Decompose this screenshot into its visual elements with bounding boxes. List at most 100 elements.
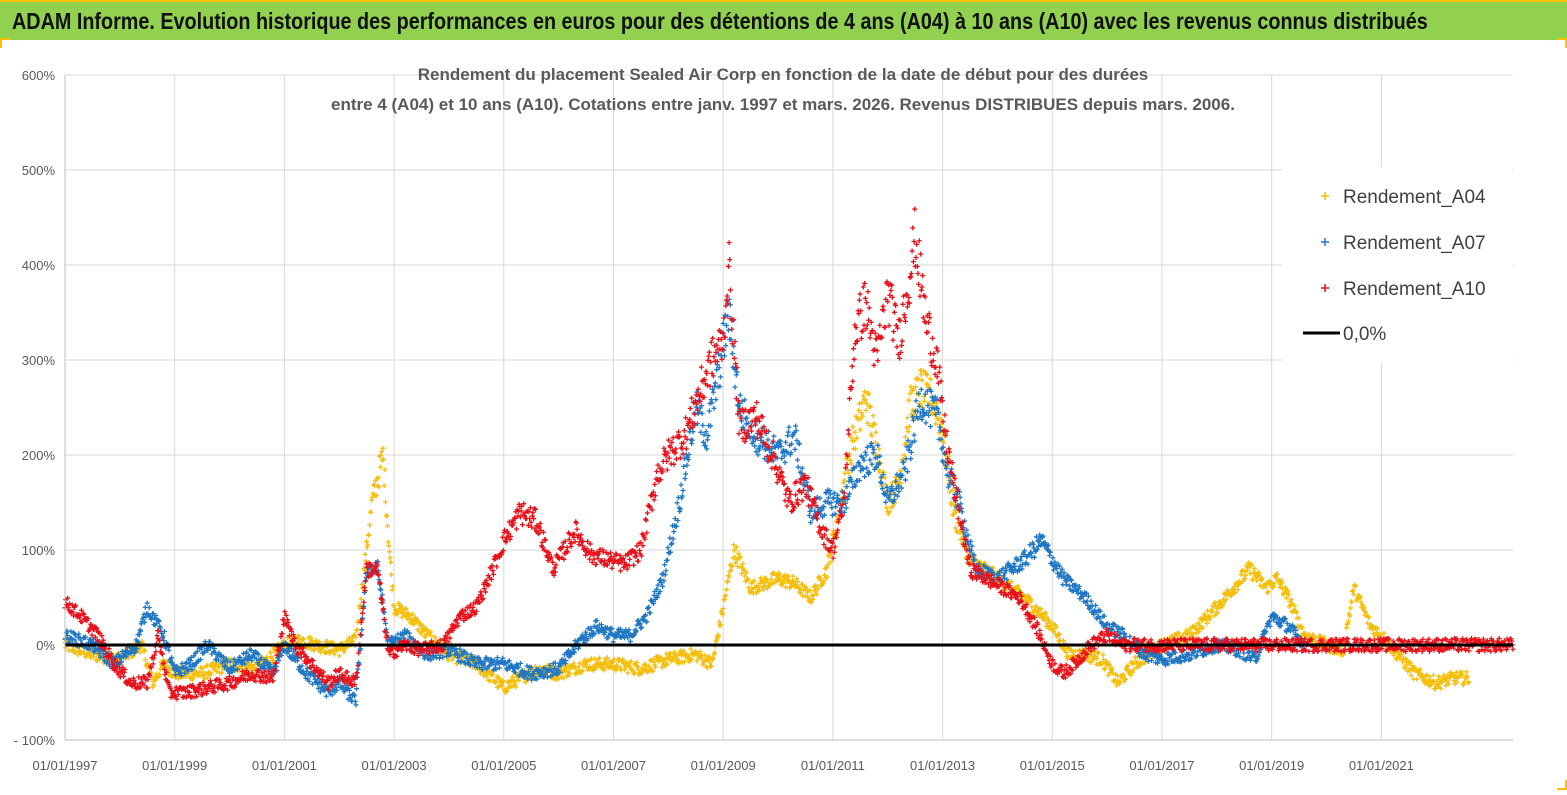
data-point-Rendement_A04 — [790, 574, 795, 579]
data-point-Rendement_A04 — [1464, 669, 1469, 674]
data-point-Rendement_A04 — [384, 514, 389, 519]
data-point-Rendement_A04 — [1414, 677, 1419, 682]
data-point-Rendement_A04 — [794, 576, 799, 581]
data-point-Rendement_A10 — [565, 545, 570, 550]
data-point-Rendement_A04 — [359, 597, 364, 602]
data-point-Rendement_A04 — [382, 483, 387, 488]
data-point-Rendement_A04 — [1245, 568, 1250, 573]
data-point-Rendement_A10 — [145, 686, 150, 691]
data-point-Rendement_A04 — [1344, 625, 1349, 630]
data-point-Rendement_A07 — [723, 343, 728, 348]
data-point-Rendement_A07 — [679, 482, 684, 487]
chart-area: - 100%0%100%200%300%400%500%600%01/01/19… — [0, 40, 1567, 790]
data-point-Rendement_A07 — [437, 656, 442, 661]
data-point-Rendement_A04 — [919, 378, 924, 383]
data-point-Rendement_A07 — [883, 500, 888, 505]
data-point-Rendement_A07 — [683, 471, 688, 476]
data-point-Rendement_A07 — [779, 456, 784, 461]
data-point-Rendement_A07 — [844, 505, 849, 510]
data-point-Rendement_A07 — [726, 328, 731, 333]
data-point-Rendement_A04 — [1466, 680, 1471, 685]
data-point-Rendement_A07 — [648, 610, 653, 615]
data-point-Rendement_A04 — [1349, 599, 1354, 604]
data-point-Rendement_A10 — [363, 578, 368, 583]
data-point-Rendement_A04 — [857, 401, 862, 406]
data-point-Rendement_A07 — [730, 351, 735, 356]
data-point-Rendement_A04 — [337, 653, 342, 658]
data-point-Rendement_A04 — [1408, 673, 1413, 678]
data-point-Rendement_A04 — [625, 670, 630, 675]
data-point-Rendement_A07 — [495, 655, 500, 660]
data-point-Rendement_A07 — [147, 605, 152, 610]
data-point-Rendement_A04 — [386, 543, 391, 548]
data-point-Rendement_A07 — [675, 500, 680, 505]
data-point-Rendement_A10 — [652, 482, 657, 487]
data-point-Rendement_A07 — [771, 434, 776, 439]
data-point-Rendement_A04 — [1102, 667, 1107, 672]
data-point-Rendement_A04 — [873, 430, 878, 435]
data-point-Rendement_A10 — [678, 456, 683, 461]
data-point-Rendement_A04 — [1235, 587, 1240, 592]
data-point-Rendement_A07 — [896, 489, 901, 494]
data-point-Rendement_A04 — [724, 587, 729, 592]
data-point-Rendement_A04 — [1204, 621, 1209, 626]
data-point-Rendement_A10 — [360, 611, 365, 616]
data-point-Rendement_A07 — [864, 466, 869, 471]
data-point-Rendement_A10 — [155, 633, 160, 638]
data-point-Rendement_A07 — [705, 437, 710, 442]
data-point-Rendement_A10 — [627, 557, 632, 562]
data-point-Rendement_A07 — [718, 374, 723, 379]
data-point-Rendement_A04 — [852, 430, 857, 435]
data-point-Rendement_A04 — [355, 628, 360, 633]
data-point-Rendement_A10 — [674, 457, 679, 462]
data-point-Rendement_A10 — [361, 600, 366, 605]
data-point-Rendement_A04 — [688, 647, 693, 652]
data-point-Rendement_A07 — [785, 433, 790, 438]
data-point-Rendement_A07 — [713, 380, 718, 385]
data-point-Rendement_A04 — [906, 398, 911, 403]
data-point-Rendement_A04 — [854, 436, 859, 441]
data-point-Rendement_A07 — [733, 385, 738, 390]
data-point-Rendement_A07 — [698, 430, 703, 435]
data-point-Rendement_A07 — [829, 505, 834, 510]
data-point-Rendement_A07 — [783, 440, 788, 445]
data-point-Rendement_A10 — [684, 446, 689, 451]
data-point-Rendement_A04 — [367, 532, 372, 537]
data-point-Rendement_A04 — [383, 499, 388, 504]
data-point-Rendement_A04 — [871, 413, 876, 418]
data-point-Rendement_A04 — [1100, 652, 1105, 657]
banner-title: ADAM Informe. Evolution historique des p… — [12, 8, 1428, 35]
data-point-Rendement_A10 — [676, 429, 681, 434]
data-point-Rendement_A04 — [1348, 606, 1353, 611]
data-point-Rendement_A07 — [903, 477, 908, 482]
data-point-Rendement_A07 — [378, 587, 383, 592]
data-point-Rendement_A10 — [645, 511, 650, 516]
data-point-Rendement_A10 — [491, 572, 496, 577]
data-point-Rendement_A07 — [787, 425, 792, 430]
data-point-Rendement_A07 — [867, 457, 872, 462]
data-point-Rendement_A07 — [902, 466, 907, 471]
data-point-Rendement_A10 — [575, 527, 580, 532]
data-point-Rendement_A07 — [628, 639, 633, 644]
data-point-Rendement_A04 — [1252, 566, 1257, 571]
data-point-Rendement_A07 — [783, 460, 788, 465]
data-point-Rendement_A04 — [864, 408, 869, 413]
data-point-Rendement_A10 — [542, 537, 547, 542]
data-point-Rendement_A10 — [579, 532, 584, 537]
data-point-Rendement_A10 — [665, 468, 670, 473]
data-point-Rendement_A04 — [378, 464, 383, 469]
data-point-Rendement_A10 — [671, 462, 676, 467]
data-point-Rendement_A07 — [863, 450, 868, 455]
data-point-Rendement_A07 — [792, 447, 797, 452]
data-point-Rendement_A04 — [1466, 679, 1471, 684]
data-point-Rendement_A04 — [66, 648, 71, 653]
data-point-Rendement_A07 — [683, 476, 688, 481]
data-point-Rendement_A07 — [378, 587, 383, 592]
data-point-Rendement_A04 — [369, 498, 374, 503]
data-point-Rendement_A10 — [618, 568, 623, 573]
data-point-Rendement_A10 — [380, 600, 385, 605]
data-point-Rendement_A07 — [1093, 603, 1098, 608]
data-point-Rendement_A07 — [353, 699, 358, 704]
data-point-Rendement_A10 — [520, 522, 525, 527]
data-point-Rendement_A07 — [1050, 555, 1055, 560]
